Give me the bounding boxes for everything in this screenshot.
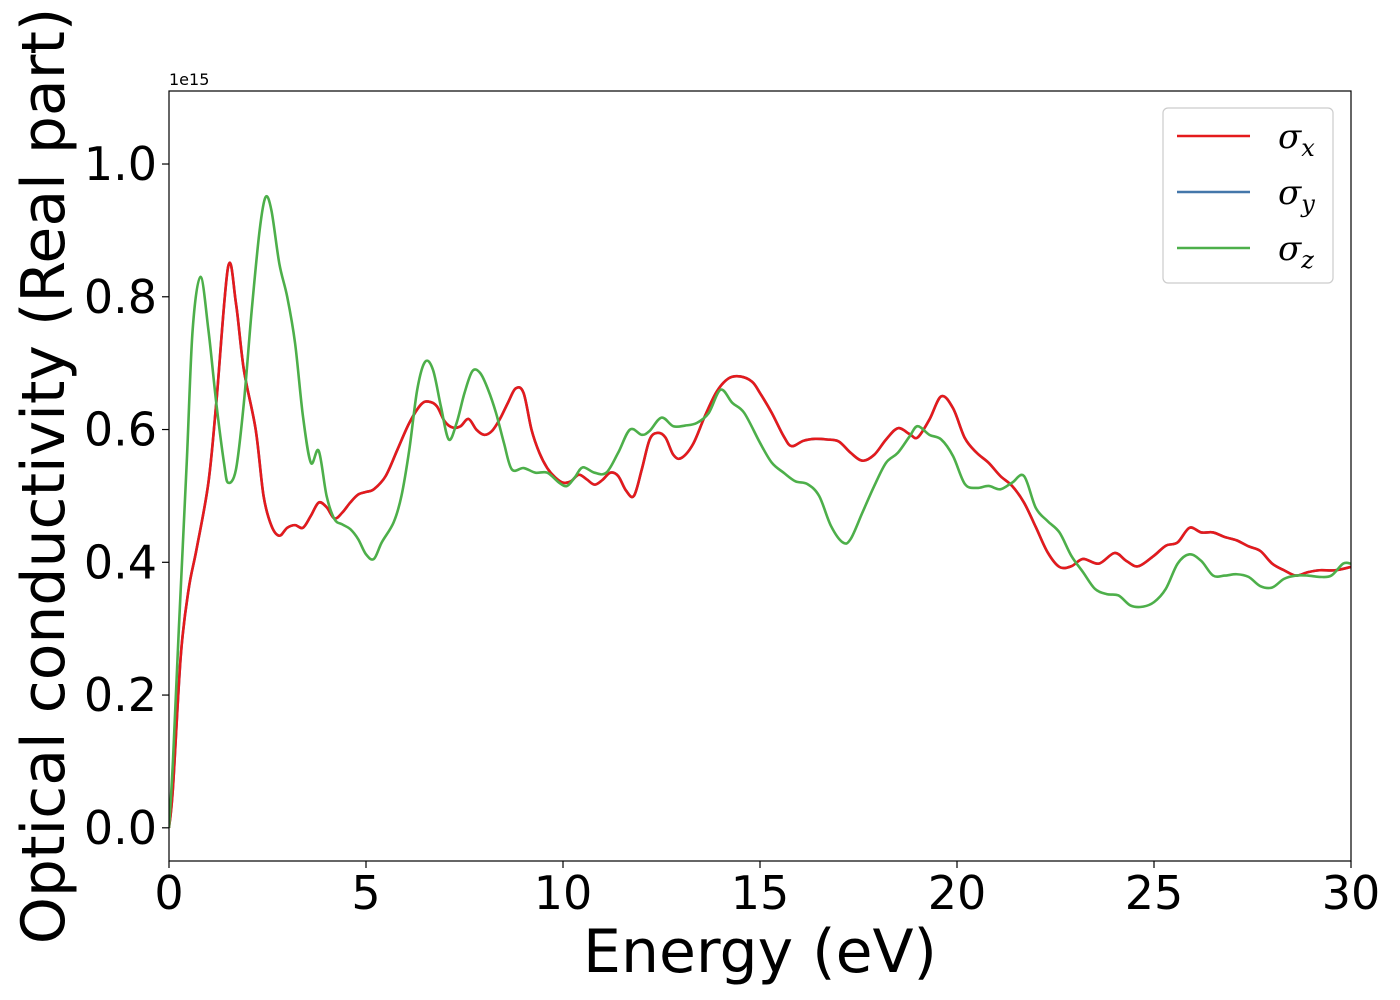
x-tick-label: 20 xyxy=(928,866,987,920)
y-tick-label: 0.6 xyxy=(84,403,157,457)
x-tick-label: 0 xyxy=(154,866,183,920)
y-tick-label: 0.0 xyxy=(84,801,157,855)
y-tick-label: 1.0 xyxy=(84,137,157,191)
x-tick-label: 25 xyxy=(1125,866,1184,920)
y-axis-title: Optical conductivity (Real part) xyxy=(9,8,79,945)
y-tick-label: 0.2 xyxy=(84,668,157,722)
legend: σx σy σz xyxy=(1162,107,1334,284)
x-tick-label: 5 xyxy=(351,866,380,920)
y-tick-label: 0.8 xyxy=(84,270,157,324)
x-tick-label: 30 xyxy=(1322,866,1381,920)
series-line-sigma-z xyxy=(169,195,1351,828)
x-tick-label: 15 xyxy=(731,866,790,920)
legend-label: σz xyxy=(1278,229,1314,274)
series-line-sigma-x xyxy=(169,261,1351,828)
x-axis-ticks: 0 5 10 15 20 25 30 xyxy=(154,861,1380,920)
y-offset-label: 1e15 xyxy=(169,70,209,89)
legend-items: σx σy σz xyxy=(1177,117,1315,274)
legend-label: σx xyxy=(1278,117,1315,162)
legend-label: σy xyxy=(1278,173,1315,218)
series-layer xyxy=(169,195,1351,828)
plot-background xyxy=(169,91,1351,861)
x-axis-title: Energy (eV) xyxy=(583,917,937,987)
y-axis-ticks: 0.0 0.2 0.4 0.6 0.8 1.0 xyxy=(84,137,169,855)
legend-box xyxy=(1162,107,1334,284)
x-tick-label: 10 xyxy=(534,866,593,920)
y-tick-label: 0.4 xyxy=(84,535,157,589)
